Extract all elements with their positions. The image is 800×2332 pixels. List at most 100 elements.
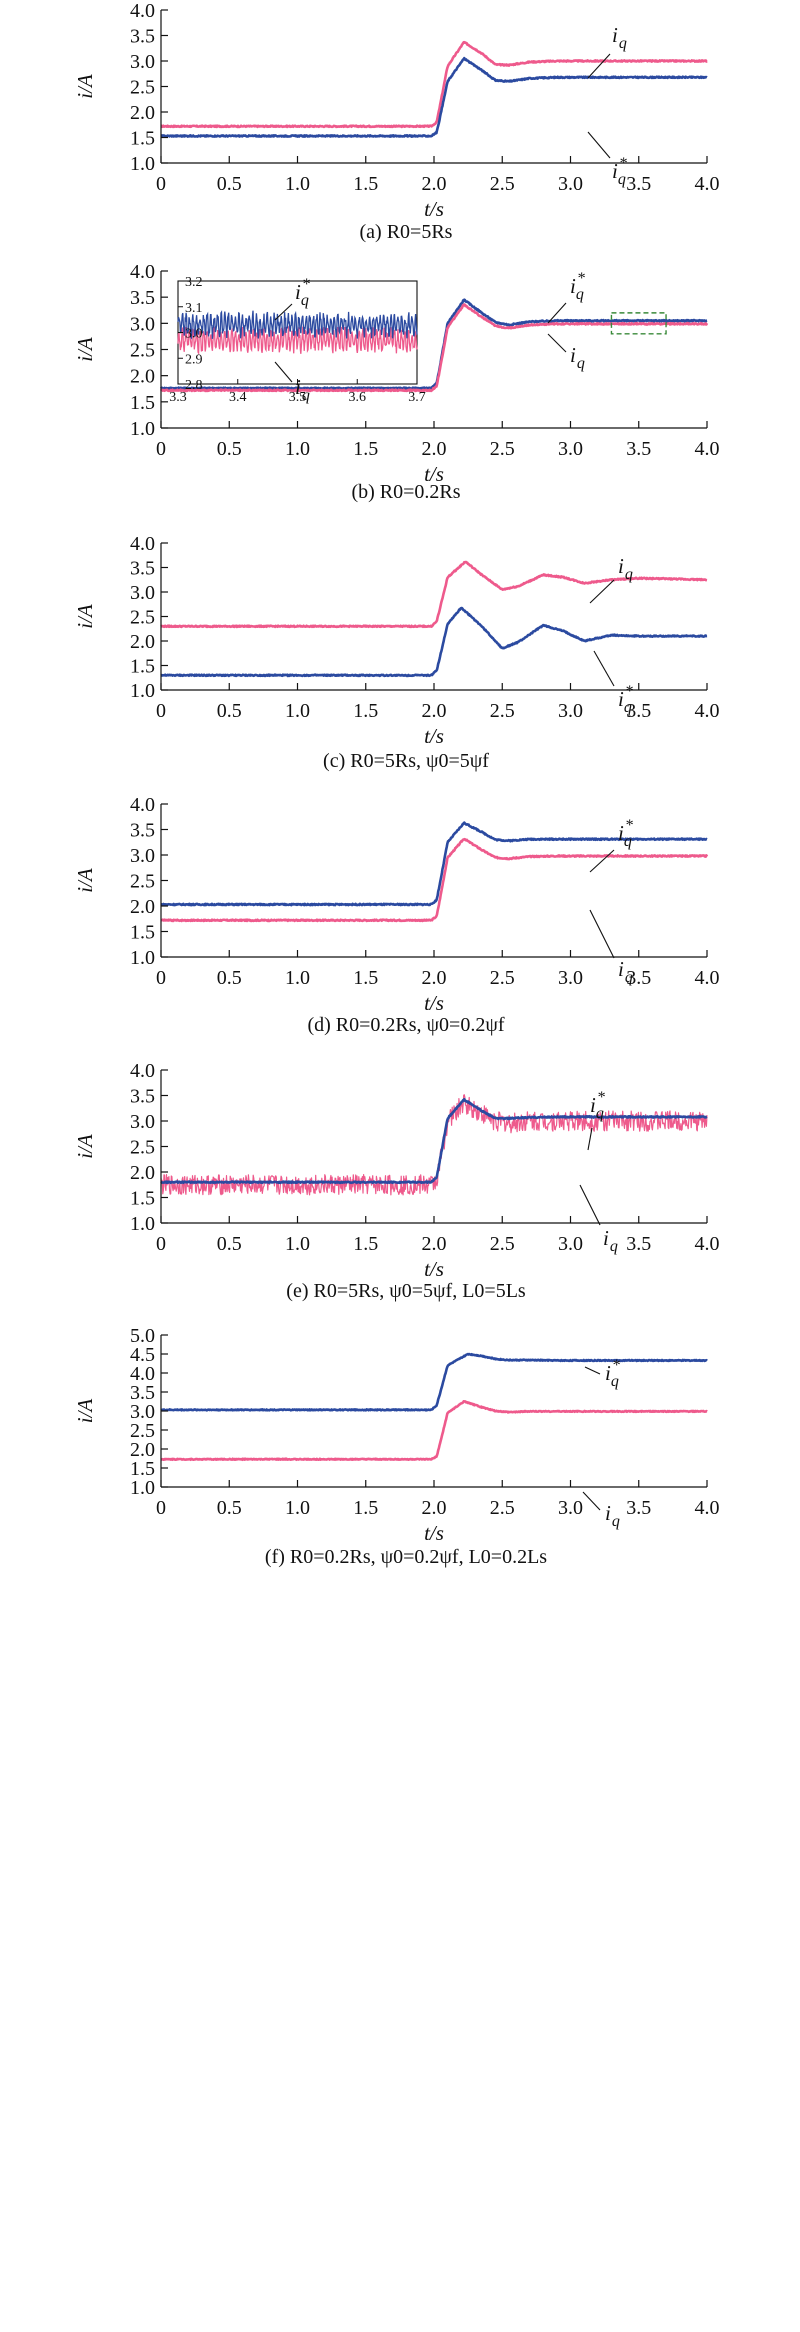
panel-caption: (b) R0=0.2Rs [351,481,460,503]
x-tick-label: 3.5 [626,438,651,460]
x-tick-label: 0.5 [217,438,242,460]
x-tick-label: 4.0 [695,438,720,460]
y-tick-label: 2.0 [130,631,155,653]
series-iq-line [160,40,708,129]
x-tick-label: 0 [156,967,166,989]
y-tick-label: 3.0 [130,845,155,867]
y-tick-label: 3.5 [130,820,155,842]
y-tick-label: 3.5 [130,1382,155,1404]
x-tick-label: 0.5 [217,1497,242,1519]
annotation-leader-line [589,579,615,604]
annotation-iq-label: iq [612,23,627,52]
x-tick-label: 2.0 [422,967,447,989]
inset-x-tick-label: 3.4 [229,390,247,405]
x-tick-label: 4.0 [695,1497,720,1519]
inset-series-iq-ref-line [177,310,418,340]
y-tick-label: 1.5 [130,922,155,944]
y-tick-label: 5.0 [130,1325,155,1347]
series-iq-line [160,560,708,629]
x-tick-label: 4.0 [695,967,720,989]
zoom-region-box [610,312,667,335]
y-tick-label: 2.0 [130,102,155,124]
series-iq-line [160,837,709,923]
x-tick-label: 3.0 [558,1233,583,1255]
x-tick-label: 3.0 [558,1497,583,1519]
y-tick-label: 3.5 [130,558,155,580]
y-tick-label: 2.0 [130,366,155,388]
annotation-iq-ref-label: i* q [618,817,633,850]
x-tick-label: 1.0 [285,438,310,460]
x-tick-label: 3.5 [626,967,651,989]
y-tick-label: 4.0 [130,0,155,22]
x-tick-label: 2.5 [490,700,515,722]
x-tick-label: 3.5 [626,1233,651,1255]
y-axis-label: i/A [73,604,97,629]
series-iq-ref-line [159,298,708,391]
annotation-iq-ref-label: i* q [605,1357,620,1390]
y-axis-label: i/A [73,74,97,99]
annotation-leader-line [274,303,293,321]
y-tick-label: 4.5 [130,1344,155,1366]
zoom-inset: 3.3 3.4 3.5 3.6 3.7 2.8 2.9 3.0 3.1 3.2 [169,275,426,405]
annotation-leader-line [587,53,611,79]
annotation-iq-ref-label: i* q [612,155,627,188]
y-tick-label: 1.5 [130,656,155,678]
panel-caption: (d) R0=0.2Rs, ψ0=0.2ψf [307,1014,504,1036]
y-tick-label: 1.0 [130,947,155,969]
x-tick-label: 0 [156,173,166,195]
y-tick-label: 2.5 [130,340,155,362]
x-tick-label: 2.0 [422,1497,447,1519]
series-iq-ref-line [160,606,708,678]
x-tick-label: 3.0 [558,438,583,460]
inset-x-tick-label: 3.6 [349,390,367,405]
chart-panel-e: 1.0 1.5 2.0 2.5 3.0 3.5 4.0 0 0.5 1.0 1.5 2.0 2.5 3.0… [73,1060,720,1302]
annotation-leader-line [589,849,615,873]
inset-x-tick-label: 3.5 [289,390,307,405]
x-tick-label: 3.5 [626,173,651,195]
x-tick-label: 0 [156,1233,166,1255]
x-tick-label: 0.5 [217,173,242,195]
series-iq-ref-line [160,1352,708,1412]
x-tick-label: 0 [156,438,166,460]
y-tick-label: 4.0 [130,261,155,283]
x-tick-label: 1.0 [285,1497,310,1519]
x-tick-label: 1.5 [353,173,378,195]
y-tick-label: 3.5 [130,26,155,48]
x-tick-label: 0.5 [217,967,242,989]
annotation-leader-line [593,650,615,687]
x-tick-label: 3.0 [558,173,583,195]
y-tick-label: 1.0 [130,680,155,702]
y-tick-label: 1.0 [130,418,155,440]
y-tick-label: 3.0 [130,1111,155,1133]
x-tick-label: 4.0 [695,700,720,722]
inset-x-tick-label: 3.3 [169,390,187,405]
annotation-leader-line [547,333,567,353]
y-tick-label: 2.5 [130,607,155,629]
chart-panel-d: 1.0 1.5 2.0 2.5 3.0 3.5 4.0 0 0.5 1.0 1.5 2.0 2.5 3.0… [73,794,720,1036]
series-iq-ref-line [160,821,708,907]
y-tick-label: 2.5 [130,77,155,99]
panel-caption: (f) R0=0.2Rs, ψ0=0.2ψf, L0=0.2Ls [265,1546,547,1568]
annotation-iq-label: iq [570,343,585,372]
annotation-iq-label: iq [605,1501,620,1530]
x-tick-label: 2.5 [490,1233,515,1255]
annotation-iq-label: iq [618,554,633,583]
x-axis-label: t/s [424,462,444,486]
x-axis-label: t/s [424,1257,444,1281]
y-tick-label: 2.5 [130,871,155,893]
annotation-leader-line [587,1127,593,1151]
y-axis-label: i/A [73,1134,97,1159]
inset-series-iq-line [177,326,418,355]
x-tick-label: 1.0 [285,1233,310,1255]
y-tick-label: 3.0 [130,313,155,335]
annotation-leader-line [587,131,611,159]
series-iq-line [160,1400,708,1461]
x-tick-label: 1.5 [353,1233,378,1255]
chart-panel-c: 1.01.52.02.53.03.54.00 0.5 1.0 1.5 2.0 2.5 3.0… [73,533,720,772]
x-axis-label: t/s [424,724,444,748]
x-tick-label: 2.0 [422,438,447,460]
y-tick-label: 2.0 [130,896,155,918]
inset-y-tick-label: 2.9 [185,352,203,367]
inset-y-tick-label: 3.1 [185,301,203,316]
y-tick-label: 4.0 [130,533,155,555]
